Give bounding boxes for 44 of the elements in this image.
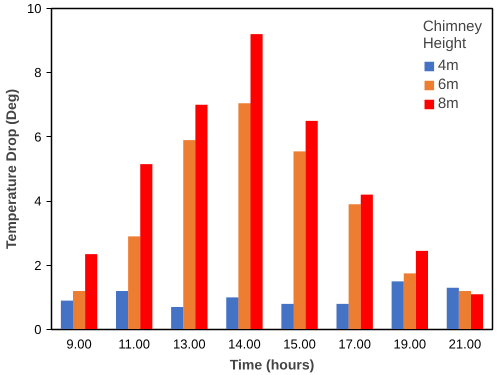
x-tick-label: 19.00 — [394, 336, 426, 352]
legend-title: Chimney Height — [422, 18, 482, 52]
x-tick-label: 21.00 — [448, 336, 482, 352]
legend-label: 8m — [438, 95, 459, 112]
bar — [85, 254, 98, 330]
x-tick-label: 17.00 — [338, 336, 371, 352]
bar — [116, 290, 128, 330]
x-tick-label: 13.00 — [173, 336, 206, 352]
y-tick-label: 10 — [27, 1, 42, 16]
bar — [183, 140, 196, 330]
x-tick-label: 14.00 — [228, 336, 261, 352]
bar — [250, 34, 263, 330]
x-tick-label: 15.00 — [283, 336, 316, 352]
x-axis-title: Time (hours) — [230, 356, 314, 372]
bar — [360, 194, 373, 330]
bar — [348, 204, 361, 330]
y-tick-label: 2 — [34, 258, 42, 273]
bar — [140, 164, 152, 330]
bar — [294, 151, 306, 330]
x-tick-label: 9.00 — [66, 336, 92, 352]
bar — [306, 120, 318, 330]
bar — [195, 104, 208, 330]
bar — [171, 307, 184, 330]
bar — [458, 290, 471, 330]
y-tick-label: 8 — [34, 65, 42, 80]
y-tick-label: 0 — [34, 322, 42, 337]
bar — [392, 281, 404, 330]
bar — [128, 236, 140, 330]
legend-label: 6m — [438, 76, 459, 93]
y-tick-label: 4 — [34, 194, 42, 209]
y-tick-label: 6 — [34, 129, 42, 144]
bar — [238, 103, 250, 330]
bar — [446, 288, 459, 330]
bar — [471, 294, 484, 330]
legend-label: 4m — [438, 57, 459, 74]
bar — [416, 250, 428, 330]
bar — [226, 297, 238, 330]
bar — [73, 290, 86, 330]
bar — [281, 304, 294, 330]
y-axis-title: Temperature Drop (Deg) — [3, 89, 20, 249]
bar — [404, 273, 416, 330]
x-tick-label: 11.00 — [118, 336, 150, 352]
bar — [60, 300, 73, 330]
bar — [336, 304, 349, 330]
